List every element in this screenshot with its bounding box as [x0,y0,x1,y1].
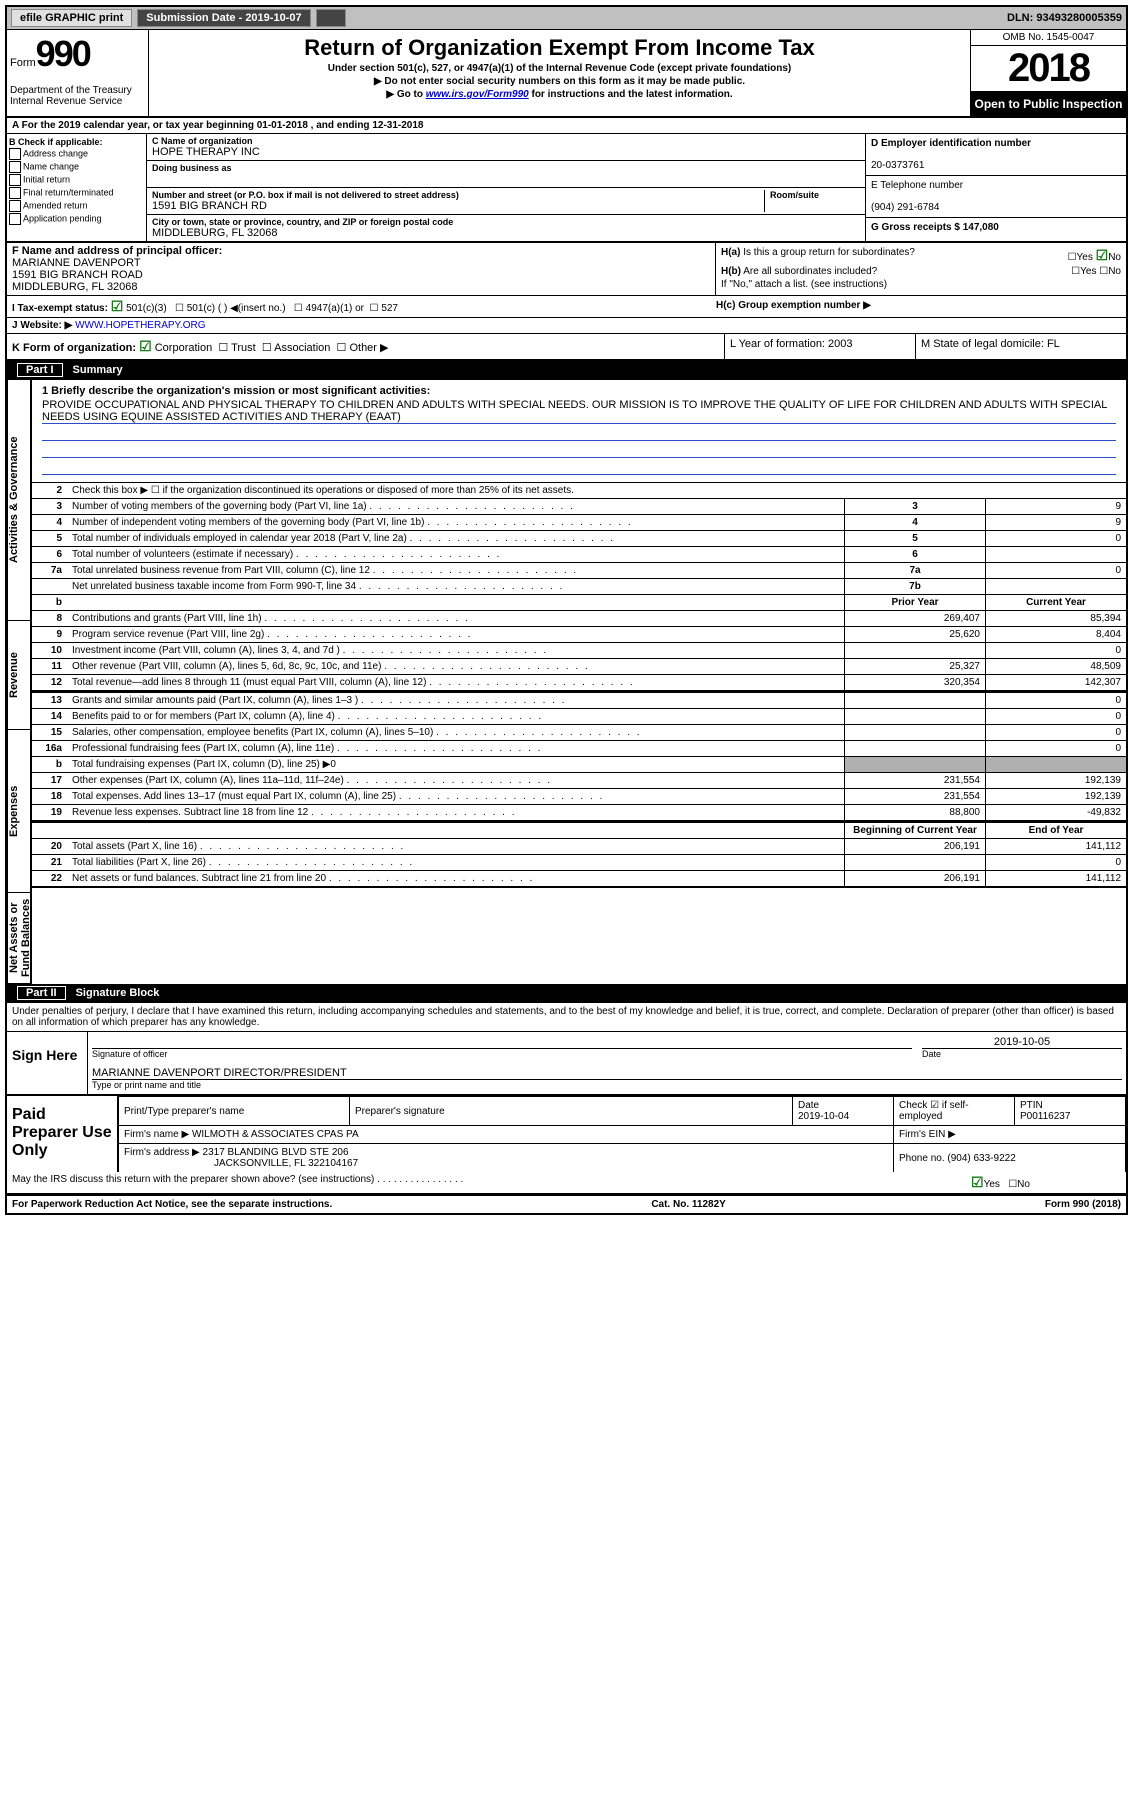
officer-row: F Name and address of principal officer:… [7,243,1126,296]
top-bar: efile GRAPHIC print Submission Date - 20… [7,7,1126,30]
officer-label: F Name and address of principal officer: [12,245,222,257]
paid-label: Paid Preparer Use Only [7,1096,117,1172]
sign-here-row: Sign Here Signature of officer 2019-10-0… [7,1031,1126,1094]
cat-no: Cat. No. 11282Y [651,1199,725,1210]
summary-grid: Activities & Governance Revenue Expenses… [7,380,1126,984]
right-col: D Employer identification number 20-0373… [865,134,1126,241]
website-row: J Website: ▶ WWW.HOPETHERAPY.ORG [7,318,1126,334]
form-title: Return of Organization Exempt From Incom… [154,35,965,61]
h-section: H(a) Is this a group return for subordin… [715,243,1126,295]
org-city: MIDDLEBURG, FL 32068 [152,227,860,239]
tax-year: 2018 [971,46,1126,92]
check-applicable-col: B Check if applicable: Address change Na… [7,134,147,241]
tel-value: (904) 291-6784 [871,202,939,213]
form-header: Form990 Department of the Treasury Inter… [7,30,1126,118]
state-domicile: M State of legal domicile: FL [915,334,1126,359]
addr-label: Number and street (or P.O. box if mail i… [152,190,764,200]
header-left: Form990 Department of the Treasury Inter… [7,30,149,116]
dln-label: DLN: 93493280005359 [1007,12,1122,24]
efile-button[interactable]: efile GRAPHIC print [11,9,132,27]
form-990: efile GRAPHIC print Submission Date - 20… [5,5,1128,1215]
signer-name: MARIANNE DAVENPORT DIRECTOR/PRESIDENT [92,1067,1122,1079]
vtab-net: Net Assets or Fund Balances [7,893,30,984]
blank-button[interactable] [316,9,346,27]
officer-name: MARIANNE DAVENPORT [12,257,141,269]
penalties-text: Under penalties of perjury, I declare th… [7,1003,1126,1031]
footer-row: For Paperwork Reduction Act Notice, see … [7,1195,1126,1213]
vtab-rev: Revenue [7,621,30,730]
omb-number: OMB No. 1545-0047 [971,30,1126,46]
mission-text: PROVIDE OCCUPATIONAL AND PHYSICAL THERAP… [42,399,1116,424]
department-label: Department of the Treasury Internal Reve… [10,85,145,107]
header-center: Return of Organization Exempt From Incom… [149,30,970,116]
city-label: City or town, state or province, country… [152,217,860,227]
ssn-note: ▶ Do not enter social security numbers o… [154,76,965,87]
k-row: K Form of organization: ☑ Corporation ☐ … [7,334,1126,361]
tax-status-row: I Tax-exempt status: ☑ 501(c)(3) ☐ 501(c… [7,296,1126,318]
sig-officer-label: Signature of officer [92,1048,912,1059]
vtab-exp: Expenses [7,730,30,893]
submission-date-button[interactable]: Submission Date - 2019-10-07 [137,9,310,27]
officer-addr2: MIDDLEBURG, FL 32068 [12,281,138,293]
year-formation: L Year of formation: 2003 [724,334,915,359]
gross-label: G Gross receipts $ 147,080 [871,222,999,233]
mission-block: 1 Briefly describe the organization's mi… [32,380,1126,482]
sig-date-label: Date [922,1048,1122,1059]
open-public-badge: Open to Public Inspection [971,92,1126,116]
pra-notice: For Paperwork Reduction Act Notice, see … [12,1199,332,1210]
paid-preparer-grid: Paid Preparer Use Only Print/Type prepar… [7,1094,1126,1172]
hc-label: H(c) Group exemption number ▶ [716,300,871,311]
form-number: 990 [36,33,90,74]
officer-addr1: 1591 BIG BRANCH ROAD [12,269,143,281]
name-label: C Name of organization [152,136,860,146]
discuss-row: May the IRS discuss this return with the… [7,1172,1126,1195]
period-row: A For the 2019 calendar year, or tax yea… [7,118,1126,134]
form-ref: Form 990 (2018) [1045,1199,1121,1210]
info-grid: B Check if applicable: Address change Na… [7,134,1126,243]
exp-table: 13Grants and similar amounts paid (Part … [32,692,1126,822]
sig-date: 2019-10-05 [922,1036,1122,1048]
form-subtitle: Under section 501(c), 527, or 4947(a)(1)… [154,63,965,74]
gov-table: 2Check this box ▶ ☐ if the organization … [32,482,1126,610]
type-label: Type or print name and title [92,1079,1122,1090]
part1-header: Part I Summary [7,361,1126,380]
rev-table: 8Contributions and grants (Part VIII, li… [32,610,1126,692]
org-name: HOPE THERAPY INC [152,146,860,158]
form-prefix: Form [10,57,36,69]
org-addr: 1591 BIG BRANCH RD [152,200,764,212]
header-right: OMB No. 1545-0047 2018 Open to Public In… [970,30,1126,116]
net-table: Beginning of Current YearEnd of Year20To… [32,822,1126,888]
room-label: Room/suite [770,190,860,200]
website-value[interactable]: WWW.HOPETHERAPY.ORG [75,320,205,331]
irs-link[interactable]: www.irs.gov/Form990 [426,89,529,100]
ein-value: 20-0373761 [871,160,924,171]
ein-label: D Employer identification number [871,138,1031,149]
org-info-col: C Name of organization HOPE THERAPY INC … [147,134,865,241]
tel-label: E Telephone number [871,180,963,191]
dba-label: Doing business as [152,163,860,173]
vtab-gov: Activities & Governance [7,380,30,621]
link-note: ▶ Go to www.irs.gov/Form990 for instruct… [154,89,965,100]
part2-header: Part II Signature Block [7,984,1126,1003]
